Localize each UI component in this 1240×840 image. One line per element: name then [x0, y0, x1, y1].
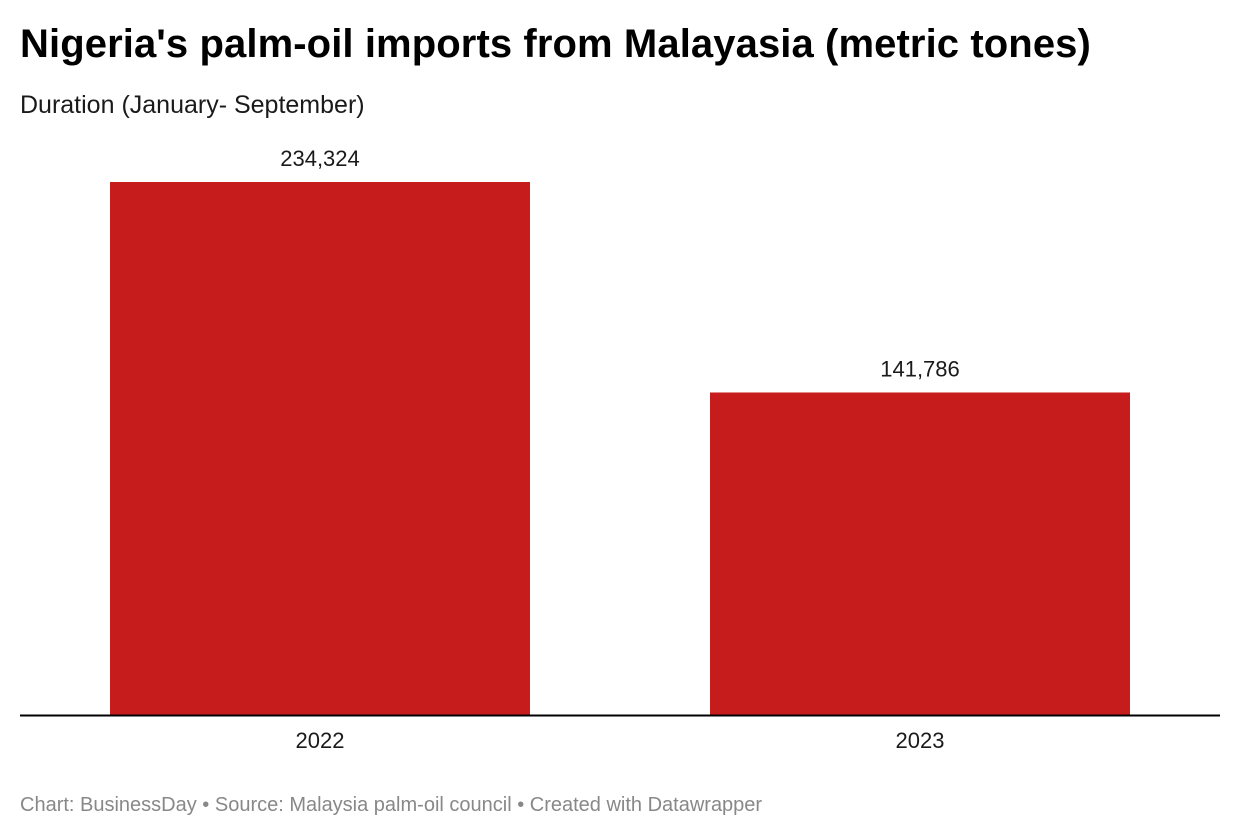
x-tick-label-2023: 2023	[896, 728, 945, 753]
bar-value-label-2023: 141,786	[880, 356, 960, 381]
bar-value-label-2022: 234,324	[280, 146, 360, 171]
chart-footer: Chart: BusinessDay • Source: Malaysia pa…	[20, 794, 763, 816]
chart-title: Nigeria's palm-oil imports from Malayasi…	[20, 22, 1091, 66]
chart-subtitle: Duration (January- September)	[20, 91, 365, 119]
bar-2023	[710, 392, 1130, 715]
bar-2022	[110, 182, 530, 715]
x-tick-label-2022: 2022	[296, 728, 345, 753]
